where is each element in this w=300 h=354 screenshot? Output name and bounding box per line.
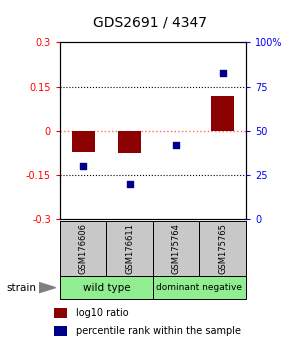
Bar bbox=[153, 276, 246, 299]
Text: GSM176611: GSM176611 bbox=[125, 223, 134, 274]
Text: GSM175764: GSM175764 bbox=[172, 223, 181, 274]
Bar bbox=[60, 276, 153, 299]
Bar bbox=[54, 326, 67, 336]
Bar bbox=[60, 221, 106, 276]
Text: strain: strain bbox=[6, 282, 36, 293]
Bar bbox=[200, 221, 246, 276]
Text: dominant negative: dominant negative bbox=[157, 283, 242, 292]
Polygon shape bbox=[39, 282, 56, 293]
Point bbox=[220, 70, 225, 75]
Point bbox=[128, 181, 132, 187]
Text: wild type: wild type bbox=[83, 282, 130, 293]
Bar bbox=[118, 131, 141, 153]
Point bbox=[174, 142, 178, 148]
Bar bbox=[211, 96, 234, 131]
Text: log10 ratio: log10 ratio bbox=[76, 308, 128, 318]
Point bbox=[81, 164, 86, 169]
Bar bbox=[54, 308, 67, 318]
Text: GSM176606: GSM176606 bbox=[79, 223, 88, 274]
Text: GDS2691 / 4347: GDS2691 / 4347 bbox=[93, 16, 207, 30]
Text: percentile rank within the sample: percentile rank within the sample bbox=[76, 326, 241, 336]
Bar bbox=[106, 221, 153, 276]
Text: GSM175765: GSM175765 bbox=[218, 223, 227, 274]
Bar bbox=[72, 131, 95, 152]
Bar bbox=[153, 221, 200, 276]
